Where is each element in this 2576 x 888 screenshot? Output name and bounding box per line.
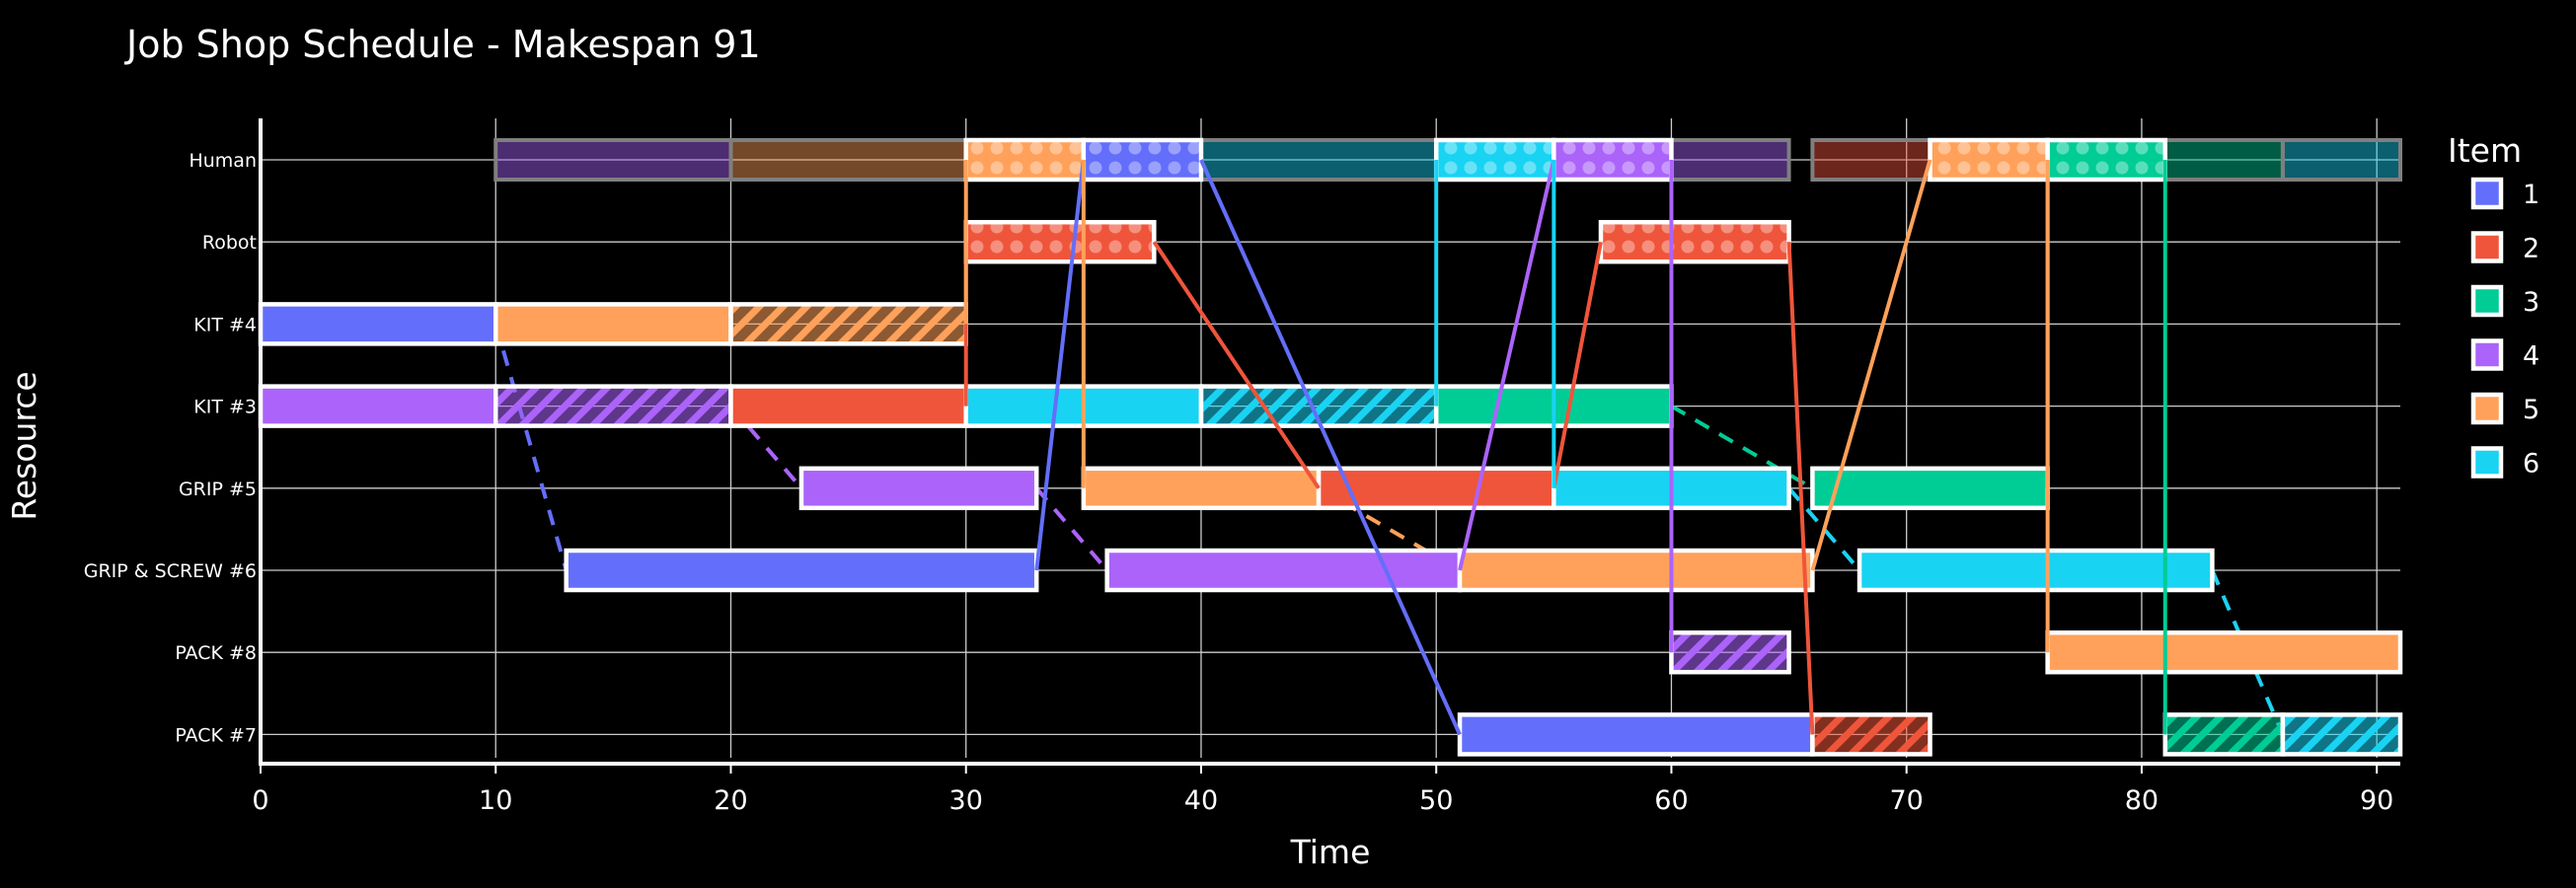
- task-bar: [963, 219, 1157, 264]
- link-line: [1152, 241, 1321, 489]
- link-line: [1786, 242, 1815, 735]
- task-bar: [1457, 548, 1815, 593]
- y-tick-label: Human: [189, 150, 257, 172]
- y-tick-labels: Human Robot KIT #4 KIT #3 GRIP #5 GRIP & SCRE…: [84, 150, 257, 746]
- legend-label: 2: [2523, 234, 2539, 264]
- task-bar: [258, 302, 498, 346]
- link-line: [1034, 486, 1109, 572]
- link-line: [728, 405, 803, 490]
- x-tick-label: 60: [1654, 785, 1688, 816]
- x-tick-label: 50: [1419, 785, 1453, 816]
- background-bar: [2280, 138, 2403, 182]
- task-bar: [258, 384, 498, 428]
- legend-swatch: [2470, 231, 2504, 263]
- link-line: [1034, 159, 1086, 571]
- y-tick-label: GRIP #5: [179, 479, 257, 500]
- task-bar: [1669, 629, 1791, 675]
- x-axis-title: Time: [1290, 833, 1371, 871]
- background-bar: [493, 138, 733, 182]
- y-axis-title: Resource: [5, 371, 43, 520]
- task-bar: [1810, 712, 1932, 757]
- x-tick-label: 40: [1184, 785, 1218, 816]
- legend-label: 3: [2523, 287, 2539, 318]
- task-bar: [2045, 137, 2168, 183]
- chart-title: Job Shop Schedule - Makespan 91: [124, 23, 761, 66]
- link-line: [1552, 241, 1603, 489]
- legend-swatch: [2470, 284, 2504, 318]
- task-bar: [1810, 466, 2050, 511]
- y-tick-label: PACK #7: [175, 724, 257, 746]
- legend-swatch: [2470, 177, 2504, 210]
- task-bar: [1856, 548, 2215, 593]
- legend-swatch: [2470, 392, 2504, 425]
- background-bar: [728, 138, 968, 182]
- link-line: [1810, 159, 1932, 571]
- background-bar: [2162, 138, 2285, 182]
- legend-swatch: [2470, 446, 2504, 479]
- task-bar: [2280, 712, 2403, 757]
- link-line: [1787, 486, 1861, 572]
- task-bar: [564, 548, 1039, 593]
- axes: [259, 118, 2400, 766]
- task-bar: [1081, 137, 1204, 183]
- task-bar: [728, 384, 968, 428]
- link-line: [493, 323, 568, 571]
- task-bars: [258, 137, 2403, 757]
- x-tick-label: 30: [949, 785, 983, 816]
- x-tick-label: 10: [479, 785, 512, 816]
- background-bar: [1810, 138, 1932, 182]
- y-tick-label: KIT #3: [193, 397, 257, 418]
- y-tick-label: PACK #8: [175, 642, 257, 664]
- task-bar: [798, 466, 1039, 511]
- task-bar: [492, 302, 733, 346]
- legend-label: 6: [2523, 449, 2539, 480]
- task-bar: [1104, 548, 1463, 593]
- y-tick-label: KIT #4: [193, 314, 257, 335]
- task-bar: [728, 302, 968, 346]
- legend-label: 1: [2523, 180, 2539, 210]
- legend-label: 4: [2523, 341, 2539, 372]
- y-tick-label: Robot: [202, 232, 257, 254]
- legend-swatch: [2470, 338, 2504, 371]
- task-bar: [1598, 219, 1791, 264]
- y-tick-label: GRIP & SCREW #6: [84, 560, 257, 582]
- link-line: [1199, 159, 1462, 736]
- background-bars: [493, 138, 2403, 182]
- x-tick-label: 0: [252, 785, 268, 816]
- task-bar: [2045, 629, 2403, 675]
- task-bar: [2162, 712, 2286, 757]
- solid-links: [963, 159, 2167, 736]
- x-tick-labels: 0 10 20 30 40 50 60 70 80 90: [252, 764, 2393, 816]
- x-tick-label: 90: [2360, 785, 2393, 816]
- task-bar: [1457, 712, 1815, 757]
- background-bar: [1669, 138, 1791, 182]
- task-bar: [492, 384, 733, 428]
- task-bar: [1081, 466, 1322, 511]
- task-bar: [1433, 137, 1556, 183]
- task-bar: [963, 137, 1087, 183]
- link-line: [1458, 159, 1556, 571]
- legend-title: Item: [2448, 131, 2522, 170]
- task-bar: [1928, 137, 2050, 183]
- x-tick-label: 20: [714, 785, 747, 816]
- x-tick-label: 80: [2125, 785, 2159, 816]
- legend: Item 1 2 3 4 5 6: [2448, 131, 2539, 480]
- legend-label: 5: [2523, 395, 2539, 425]
- task-bar: [1552, 137, 1674, 183]
- background-bar: [1198, 138, 1439, 182]
- x-tick-label: 70: [1890, 785, 1924, 816]
